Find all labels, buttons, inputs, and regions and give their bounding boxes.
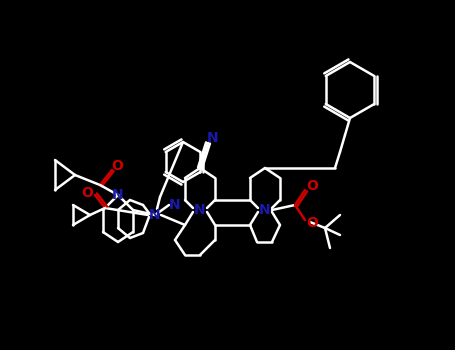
Text: N: N [194, 203, 206, 217]
Text: O: O [306, 179, 318, 193]
Text: O: O [111, 159, 123, 173]
Text: O: O [306, 216, 318, 230]
Text: N: N [149, 208, 161, 222]
Text: N: N [112, 188, 124, 202]
Text: N: N [259, 203, 271, 217]
Text: N: N [169, 198, 181, 212]
Text: O: O [81, 186, 93, 200]
Text: N: N [207, 131, 219, 145]
